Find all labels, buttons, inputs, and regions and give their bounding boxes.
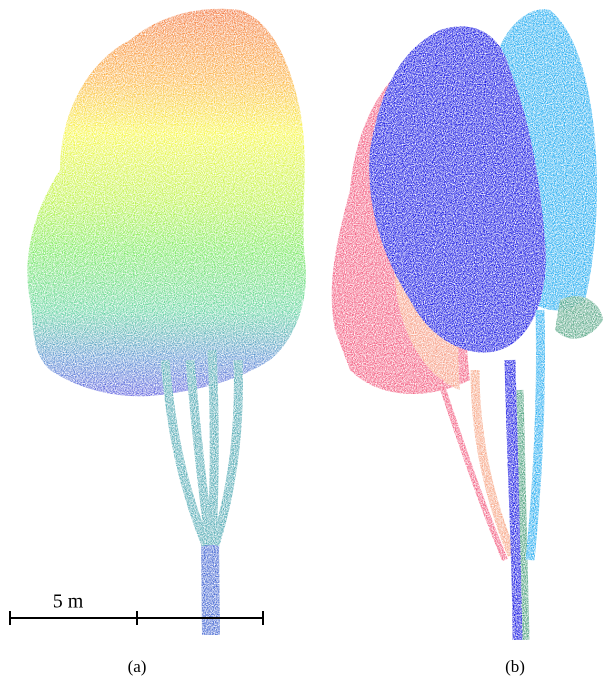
trunk-a [210,540,211,635]
tree-a [27,9,306,635]
trunks-a [165,350,238,635]
panel-label: (b) [505,657,525,676]
branch-a [212,350,214,545]
tree-b [332,9,603,640]
branch-a [215,360,238,545]
trunk-lightblue [530,310,541,560]
page: 5 m (a) (b) (() => { const data = JSON.p… [0,0,606,685]
scale-bar [10,611,263,625]
figure: 5 m (a) (b) [0,0,606,685]
crown-green [555,296,603,339]
panel-label: (a) [128,657,147,676]
scale-label: 5 m [53,591,84,613]
crown-a [27,9,306,397]
